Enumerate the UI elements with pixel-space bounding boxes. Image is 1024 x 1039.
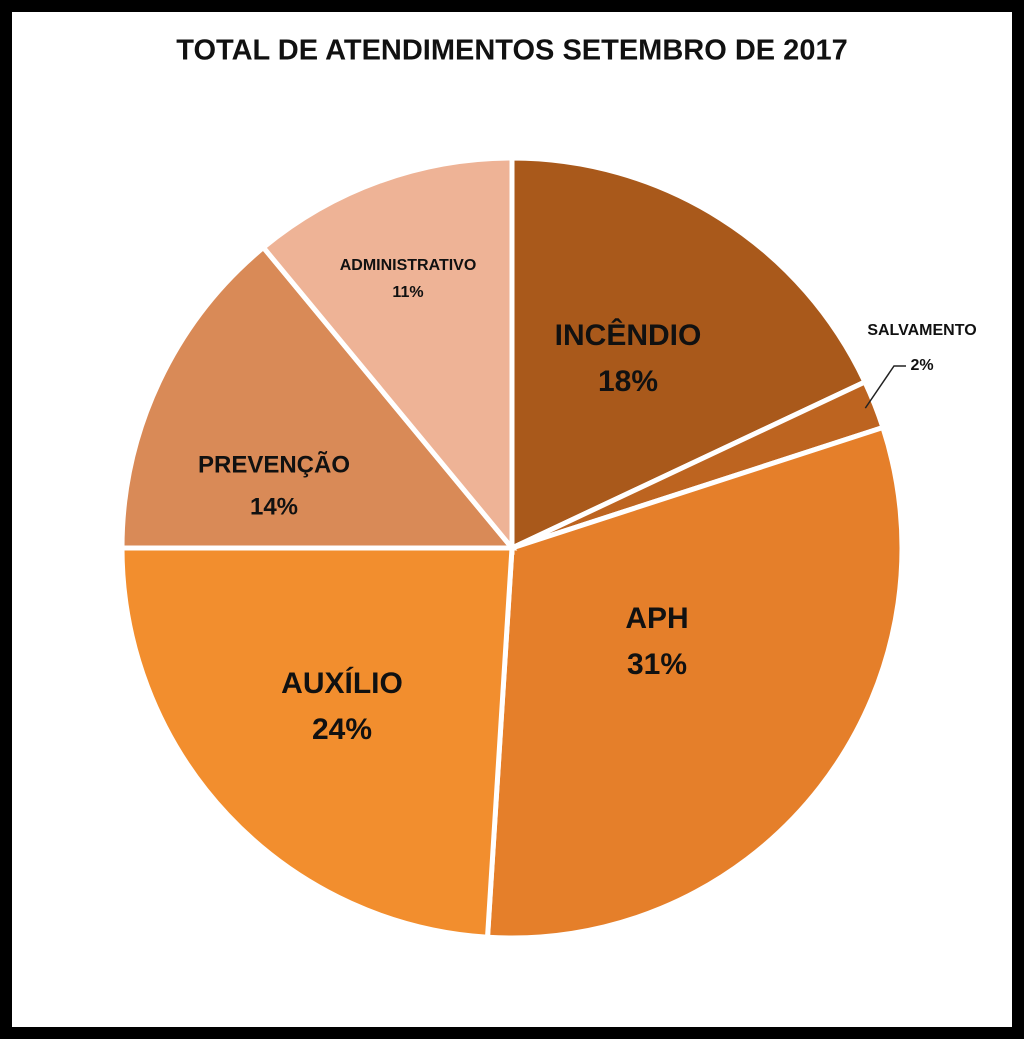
pie-slice bbox=[119, 243, 518, 551]
slice-label: PREVENÇÃO bbox=[198, 450, 350, 478]
slice-label: ADMINISTRATIVO bbox=[340, 257, 477, 274]
value-label: 11% bbox=[392, 284, 423, 301]
value-label: 14% bbox=[250, 493, 298, 520]
value-label: 31% bbox=[627, 648, 687, 681]
slice-label: SALVAMENTO bbox=[867, 322, 976, 339]
pie-slice bbox=[484, 424, 905, 941]
value-label: 2% bbox=[910, 357, 933, 374]
slice-label: INCÊNDIO bbox=[555, 318, 702, 352]
pie-slice bbox=[119, 545, 515, 940]
leader-line bbox=[864, 365, 906, 409]
slice-label: AUXÍLIO bbox=[281, 666, 403, 700]
chart-title: TOTAL DE ATENDIMENTOS SETEMBRO DE 2017 bbox=[176, 35, 847, 67]
pie-slice bbox=[259, 155, 515, 555]
value-label: 18% bbox=[598, 365, 658, 398]
slice-label: APH bbox=[625, 602, 688, 635]
value-label: 24% bbox=[312, 713, 372, 746]
pie-slice bbox=[509, 155, 869, 552]
